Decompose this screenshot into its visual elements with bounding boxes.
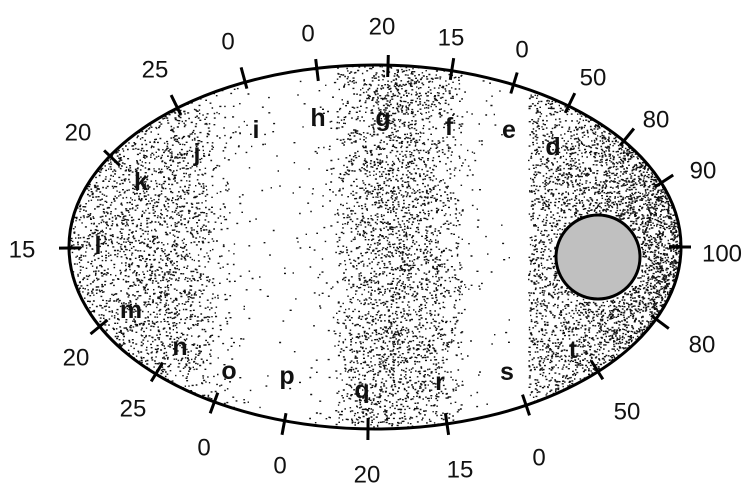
density-value: 50 [580, 65, 607, 92]
region-letter: k [134, 168, 148, 196]
density-value: 15 [447, 457, 474, 484]
density-value: 20 [354, 462, 381, 486]
density-value: 80 [689, 332, 716, 359]
region-letter: s [500, 358, 514, 386]
density-value: 25 [142, 57, 169, 84]
region-letter: n [172, 333, 187, 361]
density-value: 50 [614, 399, 641, 426]
density-value: 0 [273, 453, 286, 480]
tick-mark [388, 55, 389, 77]
density-value: 0 [532, 445, 545, 472]
region-letter: r [435, 368, 445, 396]
region-letter: o [221, 357, 236, 385]
density-value: 100 [702, 241, 742, 268]
density-value: 15 [9, 237, 36, 264]
core-circle [556, 215, 640, 299]
density-value: 0 [515, 37, 528, 64]
density-value: 0 [221, 29, 234, 56]
tick-mark [316, 59, 319, 81]
region-letter: m [120, 296, 142, 324]
density-value: 15 [438, 25, 465, 52]
density-value: 0 [301, 21, 314, 48]
region-letter: f [445, 113, 454, 141]
region-letter: q [354, 376, 369, 404]
region-letter: j [193, 139, 201, 167]
density-value: 0 [197, 435, 210, 462]
density-value: 90 [690, 158, 717, 185]
region-letter: p [279, 362, 294, 390]
region-letter: d [545, 133, 560, 161]
density-value: 25 [120, 396, 147, 423]
region-letter: l [95, 232, 102, 260]
tick-mark [450, 58, 453, 80]
density-value: 20 [63, 345, 90, 372]
density-value: 20 [369, 14, 396, 41]
tick-mark [282, 413, 286, 435]
tick-mark [241, 67, 247, 88]
density-value: 80 [643, 107, 670, 134]
region-letter: g [375, 104, 390, 132]
density-value: 20 [65, 120, 92, 147]
region-letter: i [253, 116, 260, 144]
tick-mark [445, 413, 448, 435]
region-letter: t [569, 336, 578, 364]
region-letter: h [310, 104, 325, 132]
region-letter: e [502, 116, 516, 144]
